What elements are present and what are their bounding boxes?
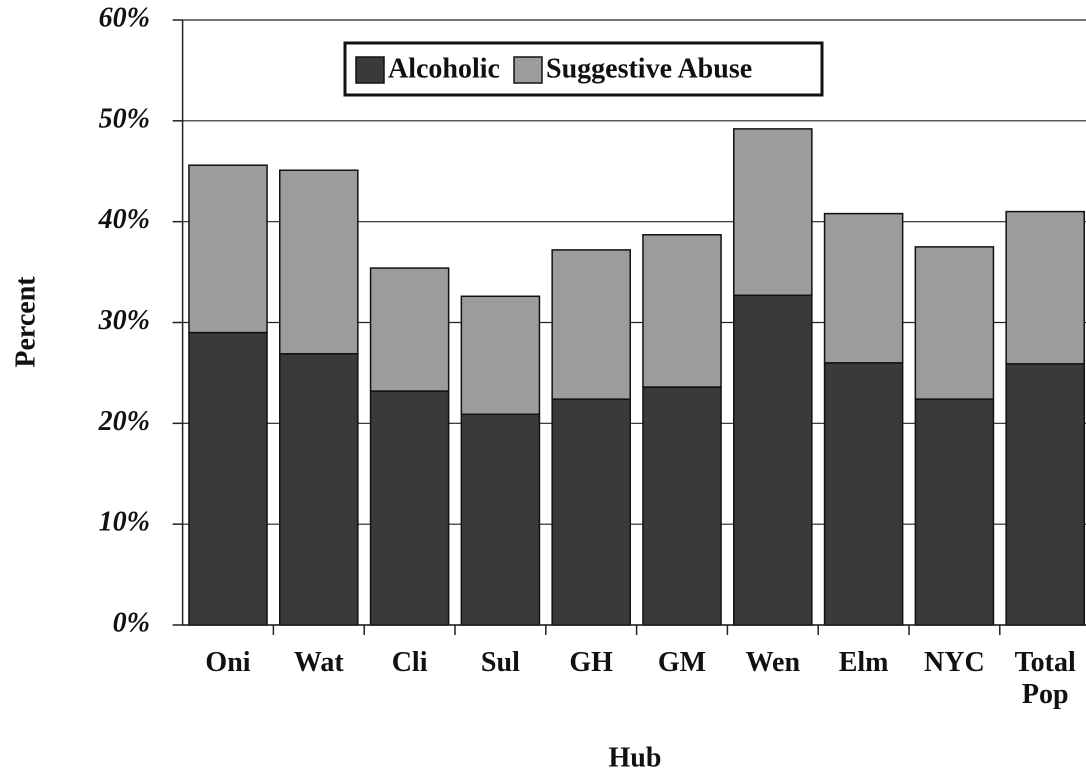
y-tick-label: 60% (99, 2, 150, 33)
bar-segment (369, 267, 450, 392)
bar-segment (733, 128, 813, 297)
bar-segment (460, 413, 541, 626)
bar-segment (914, 246, 995, 400)
bar-segment (460, 295, 541, 416)
legend-box (343, 41, 824, 97)
bar-segment (642, 234, 722, 388)
y-tick-label: 0% (113, 607, 150, 638)
x-tick-label: Cli (391, 647, 428, 678)
bar-segment (642, 386, 722, 626)
bar-segment (369, 390, 450, 626)
legend-label: Suggestive Abuse (546, 53, 752, 84)
bar-segment (733, 294, 813, 626)
y-tick-label: 30% (98, 305, 150, 336)
bar-segment (551, 249, 631, 400)
y-tick-label: 20% (98, 406, 150, 437)
x-tick-label: Total Pop (1014, 647, 1076, 710)
legend-swatch (513, 56, 543, 84)
y-tick-label: 40% (98, 204, 150, 235)
bar-segment (1005, 363, 1085, 626)
bar-segment (188, 164, 268, 334)
legend-label: Alcoholic (388, 53, 500, 84)
bar-segment (823, 362, 904, 626)
bar-segment (1005, 210, 1085, 365)
legend-swatch (355, 56, 385, 84)
x-tick-label: Wat (293, 647, 344, 678)
x-tick-label: Wen (745, 647, 801, 678)
bar-segment (551, 398, 631, 626)
bar-segment (823, 212, 904, 364)
bar-segment (279, 169, 359, 355)
x-tick-label: Oni (205, 647, 251, 678)
y-tick-label: 10% (99, 507, 150, 538)
x-tick-label: Sul (480, 647, 520, 678)
x-tick-label: GM (657, 647, 707, 678)
y-axis-label: Percent (10, 276, 41, 368)
bar-segment (914, 398, 995, 626)
bar-segment (188, 331, 268, 626)
x-tick-label: NYC (924, 647, 985, 678)
bar-segment (279, 353, 359, 626)
y-tick-label: 50% (99, 103, 150, 134)
x-tick-label: Elm (838, 647, 889, 678)
x-tick-label: GH (569, 647, 613, 678)
x-axis-label: Hub (609, 742, 662, 773)
